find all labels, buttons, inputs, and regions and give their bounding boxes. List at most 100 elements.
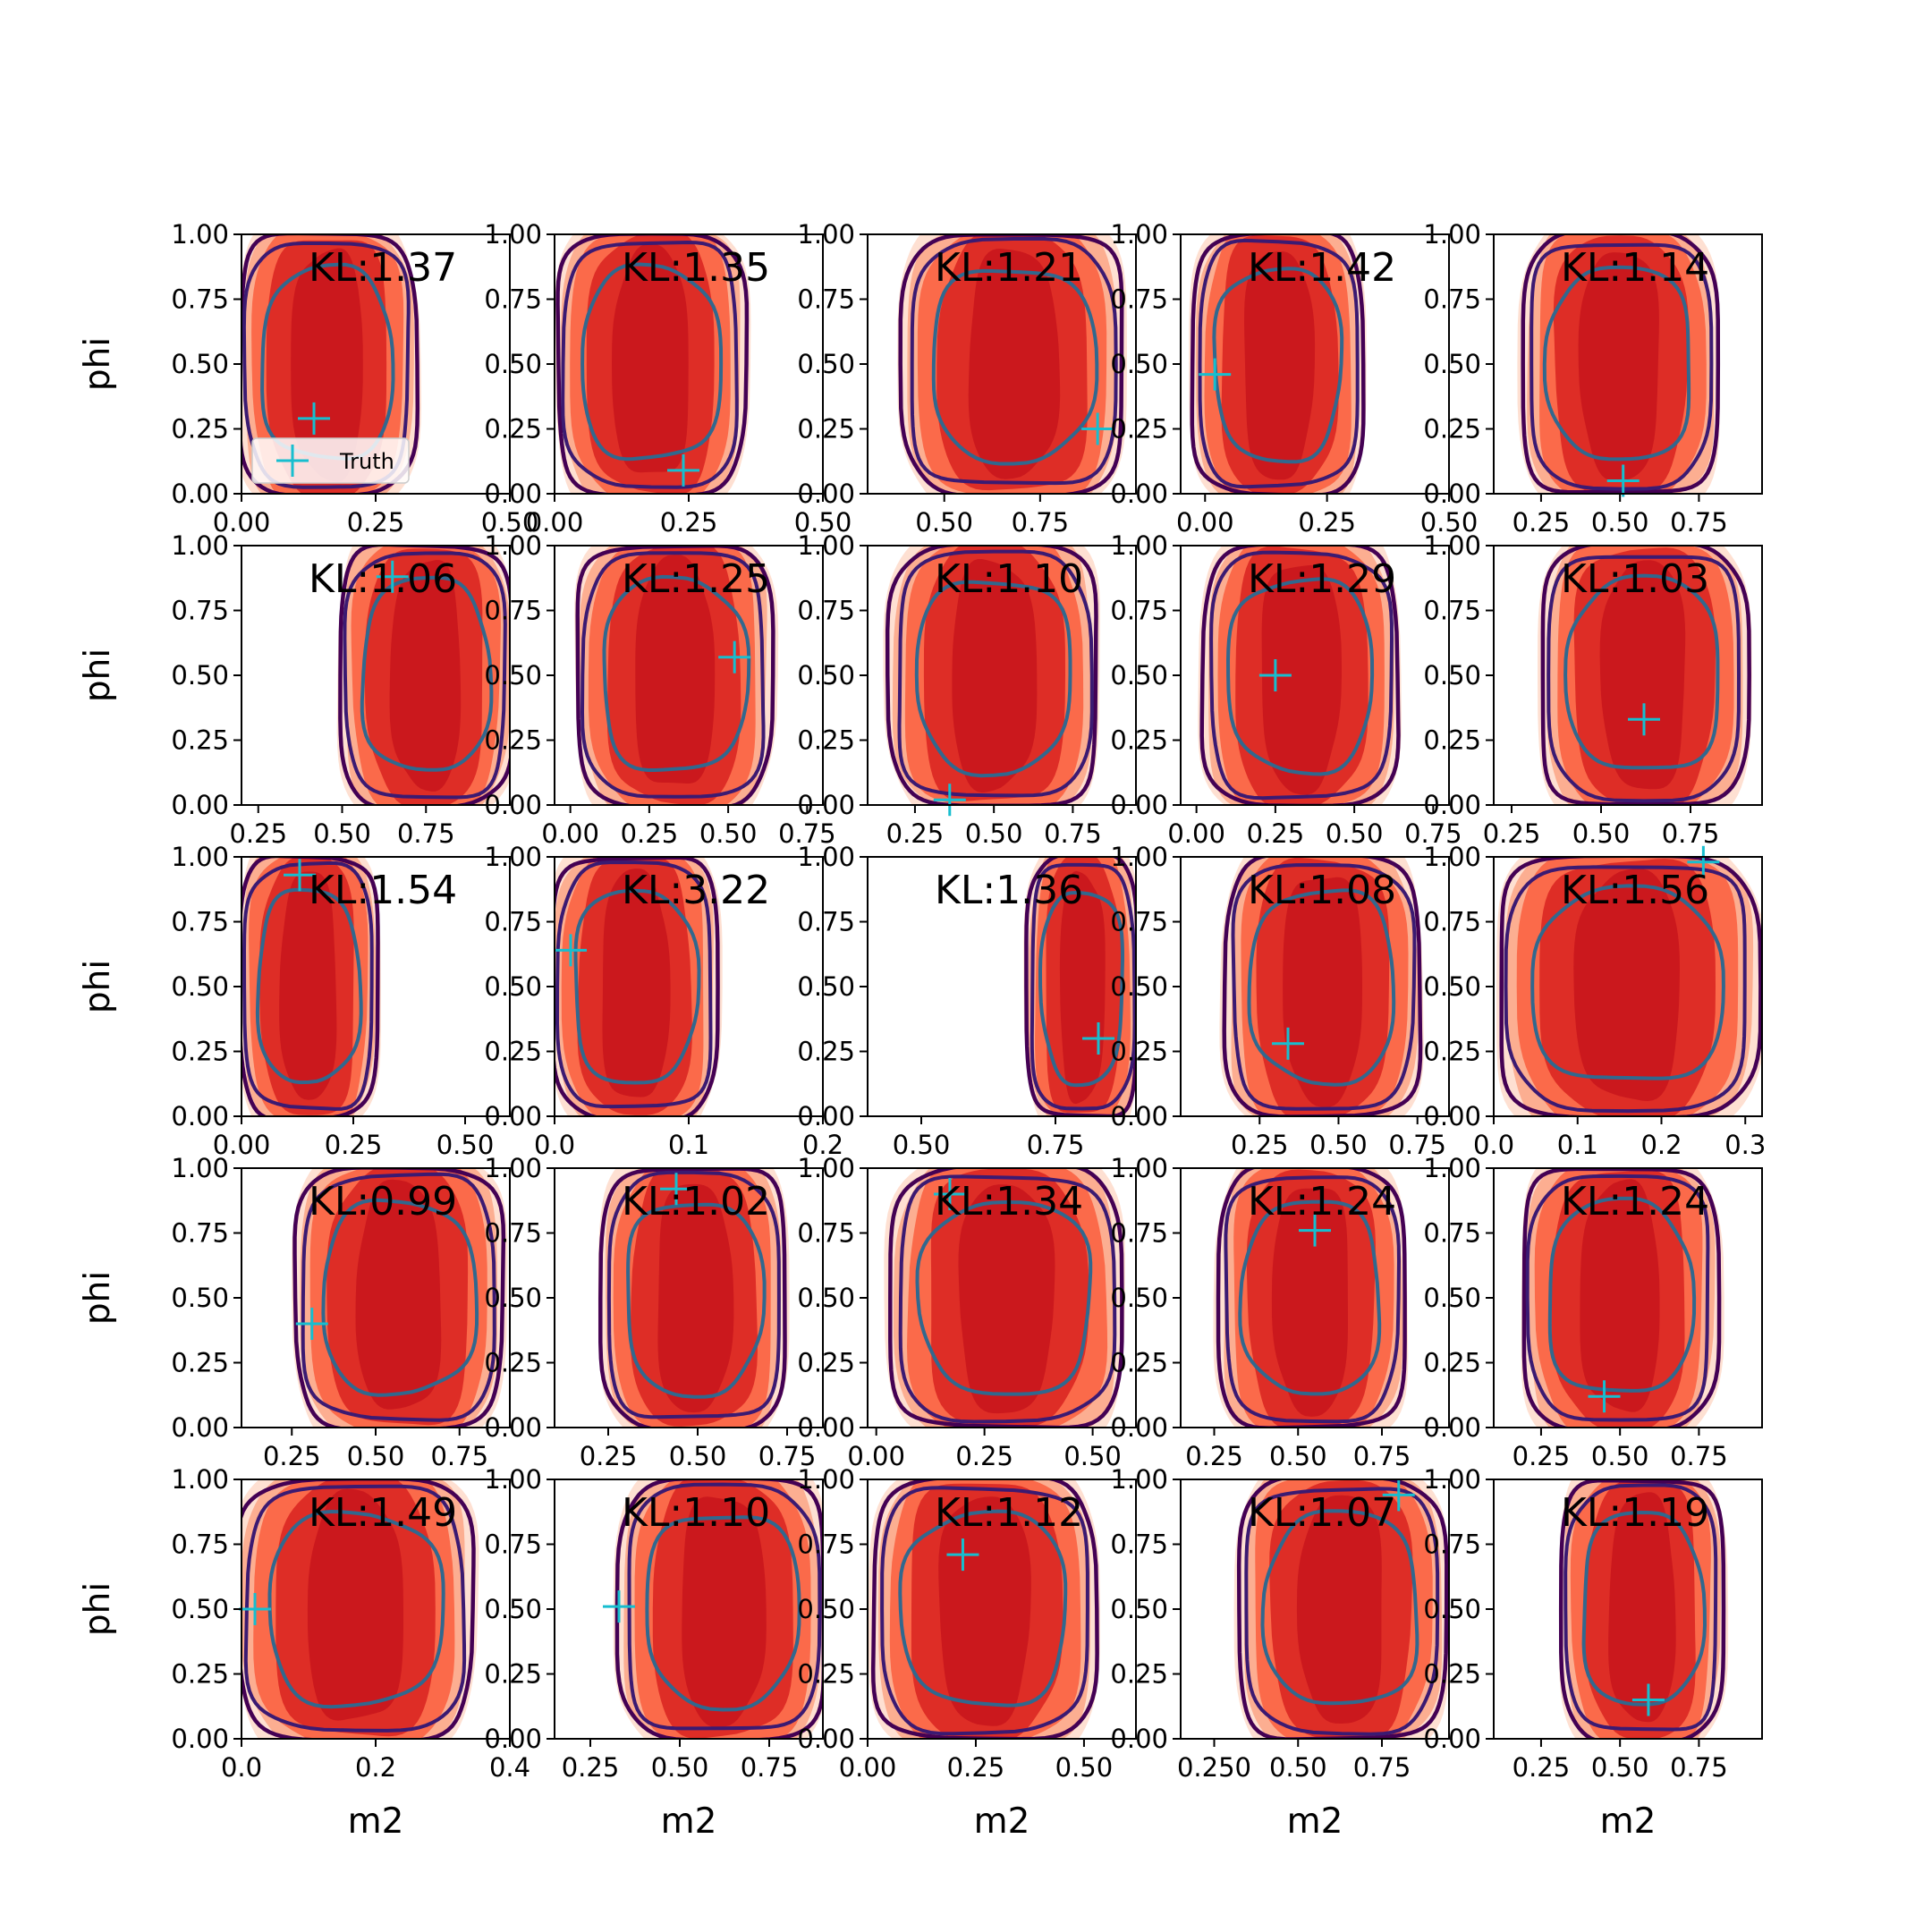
y-tick-label: 0.75 xyxy=(484,284,542,315)
kl-label: KL:1.06 xyxy=(309,556,457,602)
density-layer xyxy=(292,1168,508,1428)
x-tick-label: 0.25 xyxy=(1231,1130,1289,1160)
y-tick-label: 0.25 xyxy=(1110,1659,1168,1690)
y-tick-label: 0.00 xyxy=(484,1724,542,1754)
y-tick-label: 0.25 xyxy=(1423,1037,1481,1067)
y-tick-label: 0.75 xyxy=(484,907,542,937)
y-tick-label: 0.75 xyxy=(484,1530,542,1560)
y-tick-label: 0.75 xyxy=(1423,284,1481,315)
density-fill-peak xyxy=(1599,560,1686,790)
y-tick-label: 0.00 xyxy=(797,1724,855,1754)
y-tick-label: 0.50 xyxy=(1110,1283,1168,1313)
x-tick-label: 0.2 xyxy=(355,1752,396,1783)
contour-outer xyxy=(598,1168,787,1428)
x-tick-label: 0.75 xyxy=(1353,1441,1411,1471)
kl-label: KL:1.02 xyxy=(622,1179,770,1224)
density-layer xyxy=(884,1168,1125,1428)
y-tick-label: 1.00 xyxy=(1110,219,1168,250)
y-tick-label: 0.75 xyxy=(1110,907,1168,937)
contour-inner xyxy=(1542,265,1691,462)
y-tick-label: 0.75 xyxy=(484,1218,542,1249)
contour-outer xyxy=(555,857,720,1116)
contour-mid xyxy=(1530,242,1714,491)
density-layer xyxy=(242,1479,479,1739)
x-tick-label: 0.50 xyxy=(669,1441,727,1471)
contour-inner xyxy=(931,268,1099,466)
x-tick-label: 0.25 xyxy=(1298,507,1356,538)
y-tick-label: 0.25 xyxy=(797,1348,855,1378)
y-tick-label: 0.50 xyxy=(1423,349,1481,379)
x-tick-label: 0.50 xyxy=(1591,1752,1649,1783)
y-tick-label: 0.00 xyxy=(484,479,542,509)
y-tick-label: 0.75 xyxy=(1423,1218,1481,1249)
y-tick-label: 0.25 xyxy=(484,1659,542,1690)
x-tick-label: 0.50 xyxy=(1309,1130,1368,1160)
panel-1: 0.00 0.25 0.50 0.75 1.00 0.00 0.25 0.50 KL:1.37 p… xyxy=(78,219,538,538)
y-tick-label: 0.00 xyxy=(797,790,855,820)
contour-mid xyxy=(301,1172,496,1422)
y-tick-label: 0.25 xyxy=(1110,725,1168,756)
truth-marker xyxy=(667,453,699,487)
y-tick-label: 0.00 xyxy=(484,1101,542,1131)
y-tick-label: 1.00 xyxy=(171,842,229,872)
y-tick-label: 0.50 xyxy=(171,660,229,691)
x-tick-label: 0.75 xyxy=(430,1441,488,1471)
y-tick-label: 0.50 xyxy=(1110,1594,1168,1624)
y-tick-label: 0.50 xyxy=(171,971,229,1002)
y-tick-label: 0.50 xyxy=(1110,349,1168,379)
density-fill-peak xyxy=(1608,1492,1676,1723)
y-tick-label: 0.75 xyxy=(1110,596,1168,626)
truth-marker xyxy=(1631,1683,1665,1716)
contour-inner xyxy=(360,575,494,772)
contour-outer xyxy=(1024,857,1136,1116)
kl-label: KL:3.22 xyxy=(622,868,770,913)
density-fill-peak xyxy=(952,559,1038,793)
y-tick-label: 0.00 xyxy=(171,479,229,509)
kl-label: KL:1.14 xyxy=(1561,245,1709,291)
contour-mid xyxy=(580,551,766,799)
kl-label: KL:1.42 xyxy=(1248,245,1396,291)
x-tick-label: 0.00 xyxy=(847,1441,905,1471)
contour-mid xyxy=(1198,238,1360,489)
panel-5: 0.00 0.25 0.50 0.75 1.00 0.25 0.50 0.75 KL:1.14 xyxy=(1423,219,1763,538)
x-tick-label: 0.0 xyxy=(1473,1130,1514,1160)
truth-marker xyxy=(1299,1214,1331,1247)
density-fill-peak xyxy=(1580,1179,1660,1412)
contour-inner xyxy=(321,1198,479,1397)
panel-6: 0.000.250.500.751.000.25 0.50 0.75KL:1.06p… xyxy=(78,530,511,849)
contour-mid xyxy=(880,1486,1089,1736)
y-tick-label: 0.50 xyxy=(797,1283,855,1313)
y-tick-label: 0.25 xyxy=(484,1037,542,1067)
y-tick-label: 1.00 xyxy=(484,842,542,872)
truth-marker xyxy=(1606,464,1640,497)
contour-inner xyxy=(915,1200,1093,1396)
x-tick-label: 0.25 xyxy=(621,818,679,849)
truth-marker xyxy=(295,1308,328,1340)
x-tick-label: 0.25 xyxy=(660,507,718,538)
y-tick-label: 0.50 xyxy=(484,971,542,1002)
x-tick-label: 0.00 xyxy=(213,507,271,538)
x-tick-label: 0.250 xyxy=(1177,1752,1251,1783)
contour-outer xyxy=(1199,546,1401,805)
panel-8: 0.00 0.25 0.50 0.75 1.00 0.25 0.50 0.75 KL:1.10 xyxy=(797,530,1137,849)
kl-label: KL:1.24 xyxy=(1561,1179,1709,1224)
y-tick-label: 0.50 xyxy=(171,349,229,379)
truth-marker xyxy=(1199,358,1232,391)
y-tick-label: 1.00 xyxy=(484,1464,542,1495)
y-tick-label: 0.75 xyxy=(171,1530,229,1560)
x-tick-label: 0.50 xyxy=(313,818,371,849)
y-tick-label: 0.25 xyxy=(797,414,855,445)
y-axis-label: phi xyxy=(78,1271,118,1325)
truth-marker xyxy=(284,859,316,892)
density-layer xyxy=(336,546,510,805)
panel-24: 0.00 0.25 0.50 0.75 1.00 0.250 0.50 0.75 KL:1.07… xyxy=(1110,1464,1450,1842)
truth-marker xyxy=(1687,845,1720,878)
density-layer xyxy=(555,857,723,1116)
y-tick-label: 0.50 xyxy=(171,1283,229,1313)
x-tick-label: 0.75 xyxy=(1670,507,1728,538)
y-tick-label: 0.25 xyxy=(171,725,229,756)
kl-label: KL:1.29 xyxy=(1248,556,1396,602)
truth-marker xyxy=(1082,1022,1114,1055)
y-tick-label: 0.75 xyxy=(797,284,855,315)
y-tick-label: 0.25 xyxy=(797,1037,855,1067)
